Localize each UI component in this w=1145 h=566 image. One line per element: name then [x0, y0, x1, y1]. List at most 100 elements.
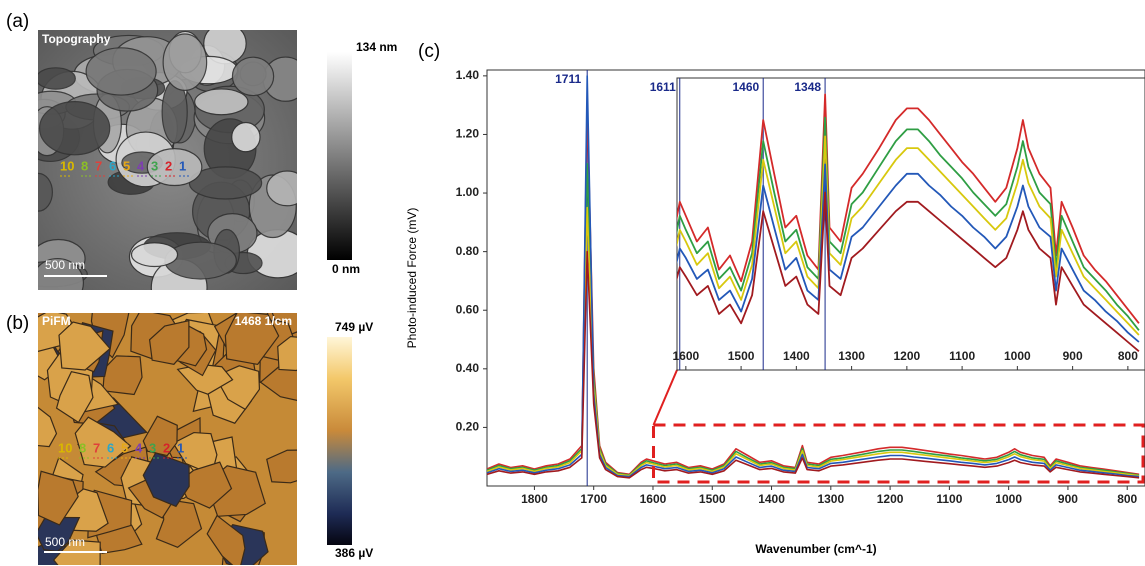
marker-label: 3: [149, 440, 156, 455]
x-tick-label: 1500: [699, 492, 726, 506]
grain: [38, 406, 58, 448]
x-tick-label: 1400: [758, 492, 785, 506]
marker-label: 7: [95, 158, 102, 173]
grain: [38, 101, 111, 156]
marker-label: 6: [107, 440, 114, 455]
spectrum-line: [677, 116, 1140, 331]
marker-label: 2: [165, 158, 172, 173]
image-wavenumber: 1468 1/cm: [235, 314, 292, 328]
image-title: Topography: [42, 32, 111, 46]
y-tick-label: 1.00: [456, 185, 480, 199]
grain: [38, 67, 76, 90]
grain: [176, 363, 234, 395]
topography-image: [38, 30, 297, 290]
y-tick-label: 0.60: [456, 302, 480, 316]
colorbar-max: 134 nm: [356, 40, 397, 54]
x-tick-label: 900: [1058, 492, 1078, 506]
marker-label: 5: [123, 158, 130, 173]
y-tick-label: 0.20: [456, 420, 480, 434]
grain: [164, 241, 237, 280]
x-tick-label: 1400: [783, 349, 810, 363]
x-tick-label: 1600: [640, 492, 667, 506]
grain: [224, 313, 280, 366]
main-plot: [487, 70, 1140, 486]
grain: [231, 56, 275, 97]
y-tick-label: 0.80: [456, 244, 480, 258]
x-tick-label: 900: [1063, 349, 1083, 363]
y-tick-label: 0.40: [456, 361, 480, 375]
colorbar-min: 386 µV: [335, 546, 373, 560]
marker-label: 3: [151, 158, 158, 173]
marker-label: 4: [135, 440, 143, 455]
y-tick-label: 1.40: [456, 68, 480, 82]
marker-label: 4: [137, 158, 145, 173]
grain: [130, 242, 179, 268]
grain: [85, 47, 157, 96]
peak-label: 1460: [732, 80, 759, 94]
spectrum-line: [677, 93, 1140, 324]
spectrum-line: [677, 191, 1140, 352]
x-tick-label: 1600: [672, 349, 699, 363]
plot-frame: [486, 69, 1145, 487]
grain: [38, 172, 53, 212]
x-tick-label: 1000: [995, 492, 1022, 506]
grain: [58, 321, 111, 371]
panel-label: (a): [6, 11, 29, 32]
marker-label: 8: [81, 158, 88, 173]
grain: [266, 170, 297, 207]
x-tick-label: 1100: [936, 492, 962, 506]
colorbar: [327, 337, 352, 545]
x-tick-label: 1200: [894, 349, 921, 363]
grain: [38, 470, 79, 526]
zoom-connector: [652, 369, 678, 426]
grain: [259, 360, 297, 402]
marker-label: 8: [79, 440, 86, 455]
colorbar-max: 749 µV: [335, 320, 373, 334]
grain: [194, 88, 249, 116]
x-tick-label: 1500: [728, 349, 755, 363]
x-tick-label: 1700: [580, 492, 607, 506]
x-tick-label: 800: [1118, 349, 1138, 363]
grain: [148, 319, 190, 365]
spectrum-line: [677, 135, 1140, 336]
grain: [142, 452, 190, 508]
inset-plot: [677, 78, 1140, 370]
marker-label: 6: [109, 158, 116, 173]
grain: [74, 416, 132, 468]
x-tick-label: 1300: [817, 492, 844, 506]
marker-label: 2: [163, 440, 170, 455]
grain: [266, 449, 297, 484]
scale-label: 500 nm: [45, 535, 85, 549]
x-axis-label: Wavenumber (cm^-1): [755, 542, 876, 556]
marker-label: 7: [93, 440, 100, 455]
marker-label: 5: [121, 440, 128, 455]
x-tick-label: 800: [1117, 492, 1137, 506]
marker-label: 10: [60, 158, 74, 173]
x-tick-label: 1800: [521, 492, 548, 506]
peak-label: 1348: [794, 80, 821, 94]
marker-label: 10: [58, 440, 72, 455]
colorbar-min: 0 nm: [332, 262, 360, 276]
peak-label: 1611: [650, 80, 676, 94]
scale-label: 500 nm: [45, 258, 85, 272]
grain: [38, 257, 85, 290]
x-tick-label: 1100: [949, 349, 975, 363]
grain: [277, 335, 297, 372]
inset-frame: [676, 77, 1145, 371]
zoom-box: [651, 423, 1145, 484]
grain: [155, 497, 203, 548]
peak-label: 1711: [555, 72, 581, 86]
grain: [231, 121, 261, 153]
grain: [162, 33, 208, 91]
panel-label: (c): [418, 41, 440, 62]
pifm-image: [38, 313, 297, 565]
y-axis-label: Photo-induced Force (mV): [405, 208, 419, 349]
x-tick-label: 1300: [838, 349, 865, 363]
marker-label: 1: [179, 158, 186, 173]
grain: [55, 370, 94, 424]
grain: [142, 415, 178, 457]
spectrum-line: [487, 250, 1140, 479]
spectrum-line: [677, 163, 1140, 343]
x-tick-label: 1000: [1004, 349, 1031, 363]
